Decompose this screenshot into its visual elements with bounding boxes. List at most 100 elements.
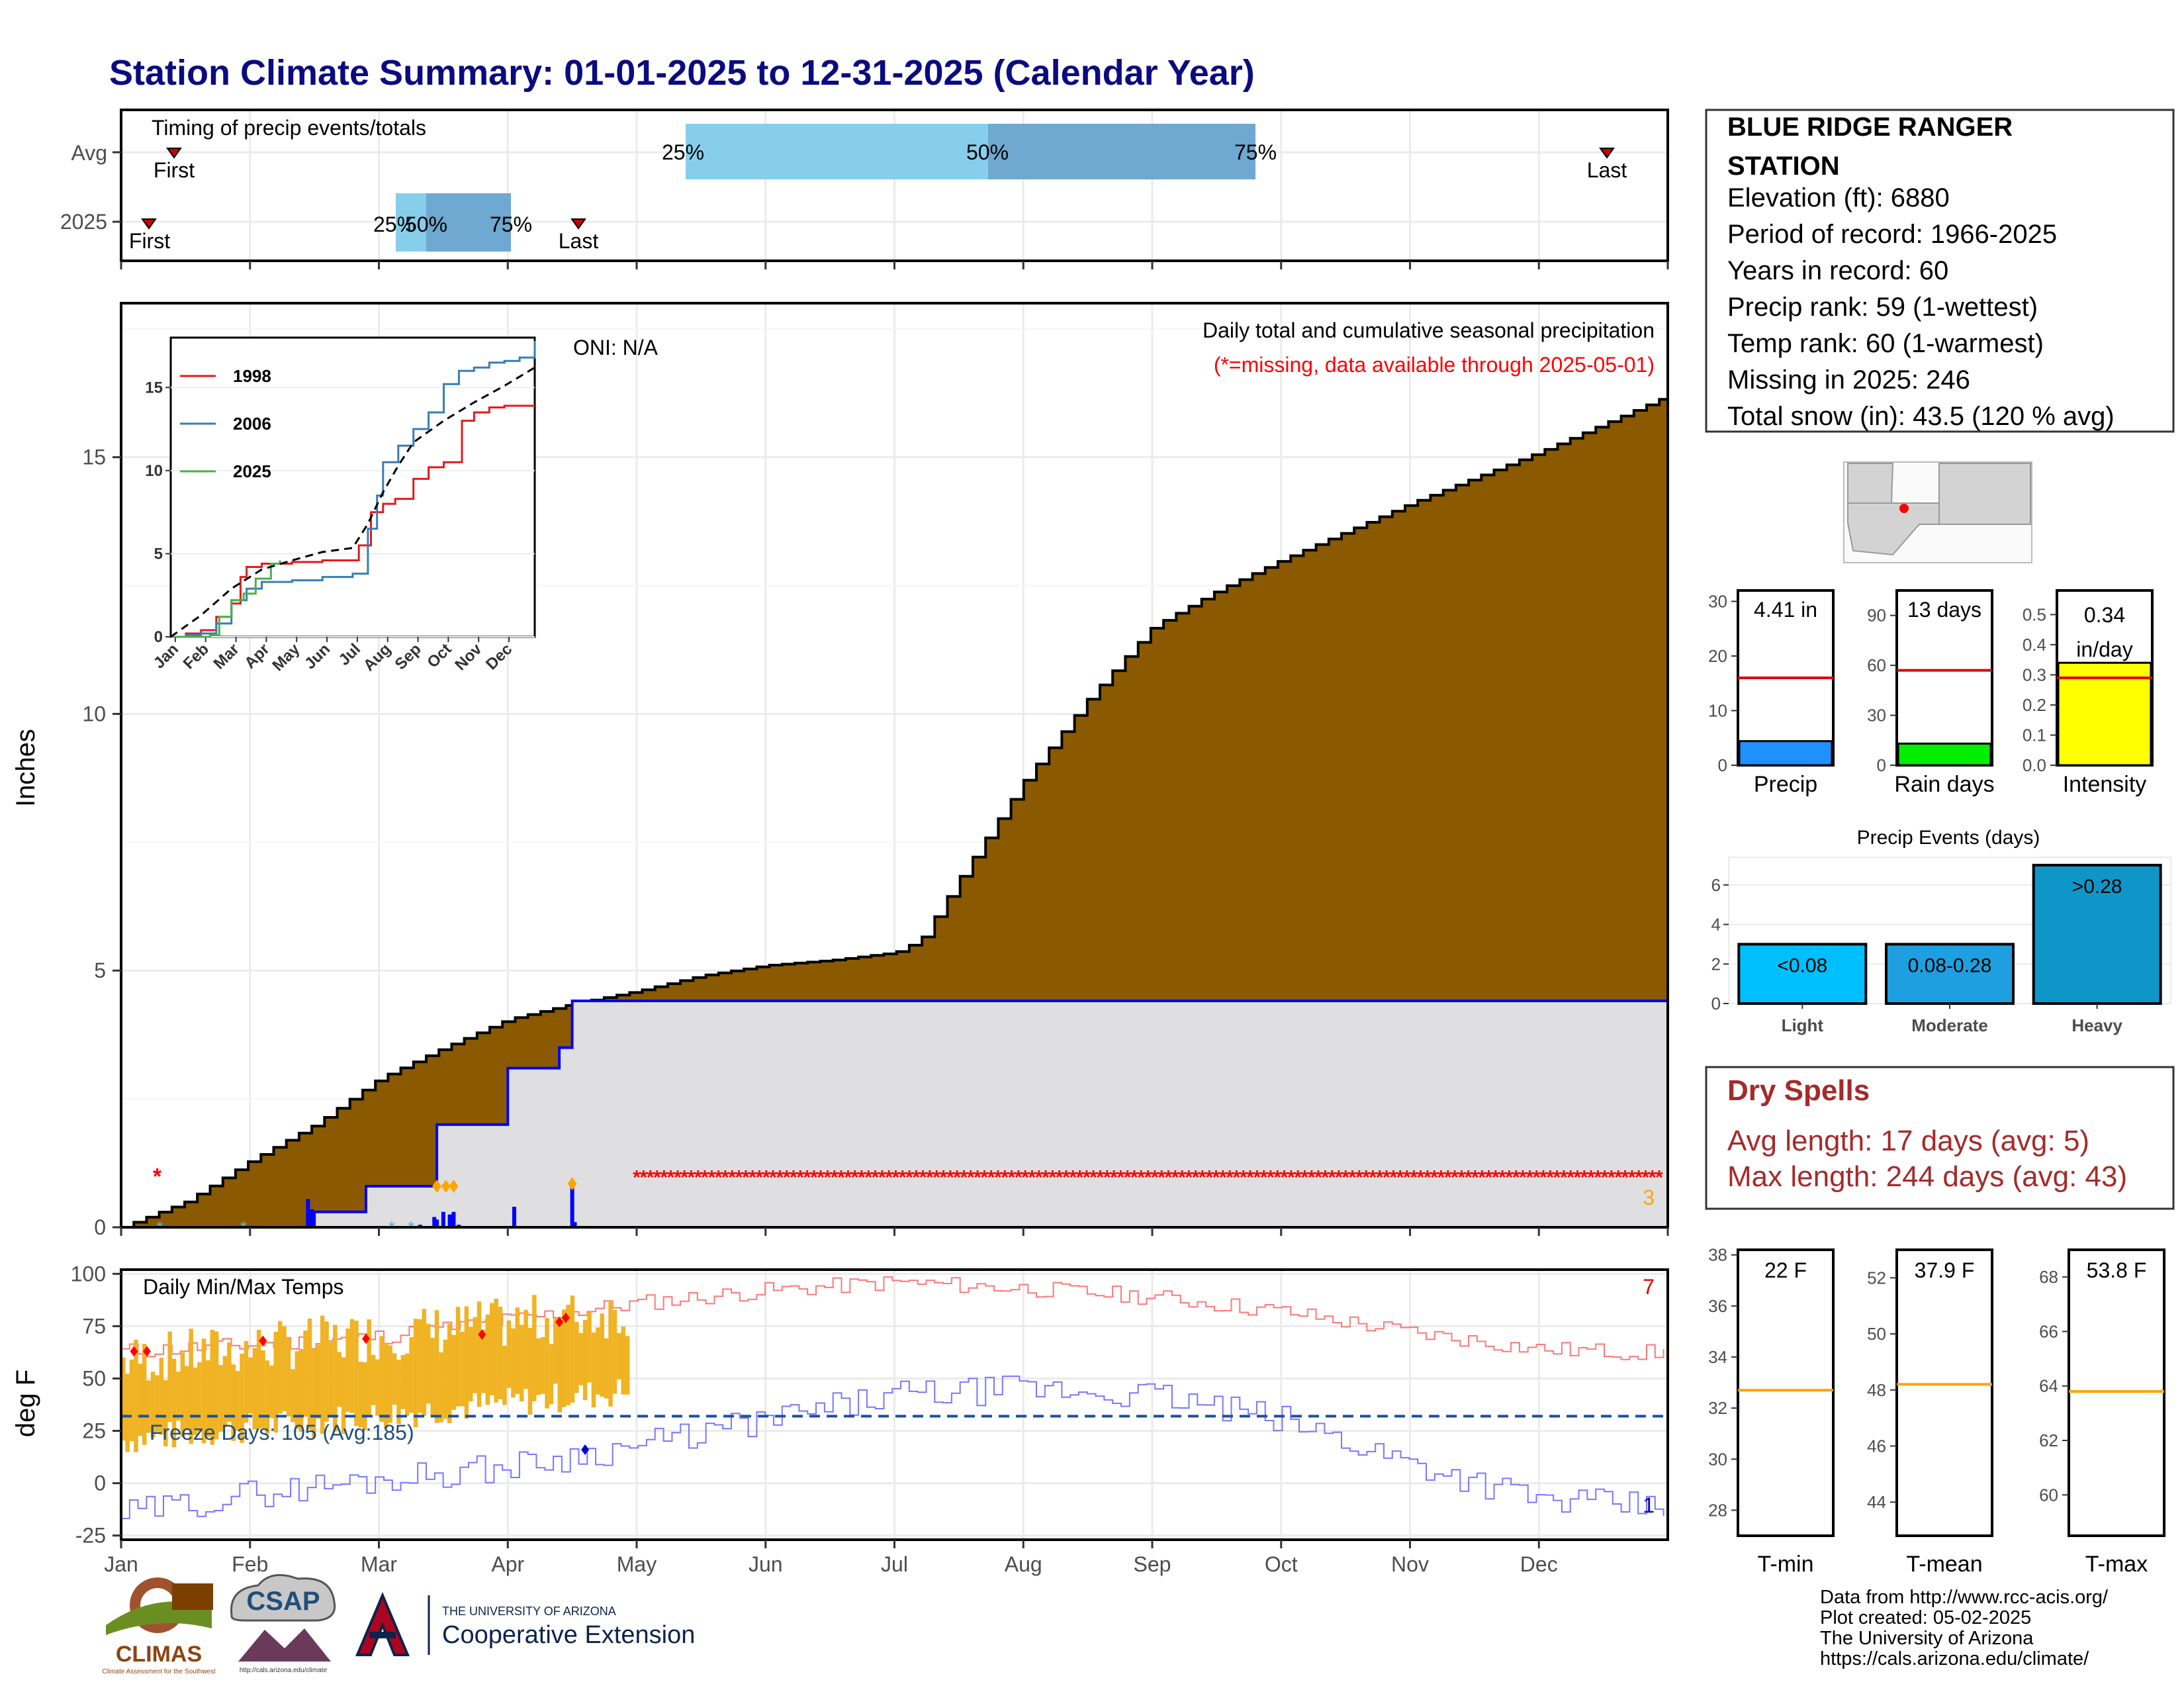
dry-spells-max: Max length: 244 days (avg: 43)	[1727, 1160, 2127, 1193]
daily-precip-bar	[306, 1199, 310, 1227]
missing-marker: *	[721, 1166, 729, 1188]
timing-avg-first-marker	[166, 148, 182, 159]
missing-marker: *	[694, 1166, 702, 1188]
missing-marker: *	[1635, 1166, 1643, 1188]
daily-temp-bar	[248, 1357, 253, 1414]
daily-temp-bar	[418, 1319, 422, 1413]
daily-temp-bar	[307, 1319, 312, 1430]
daily-temp-bar	[447, 1323, 452, 1423]
daily-temp-range-bars	[121, 1295, 630, 1452]
daily-temp-bar	[277, 1321, 283, 1414]
daily-precip-marker	[441, 1179, 451, 1193]
missing-marker: *	[1492, 1166, 1500, 1188]
missing-marker: *	[1506, 1166, 1514, 1188]
timing-2025-25-50-bar	[396, 193, 426, 252]
month-label: Mar	[361, 1552, 397, 1576]
timing-2025-last-marker	[570, 218, 586, 230]
mini-bar-label: Rain days	[1894, 772, 1994, 797]
missing-marker: *	[783, 1166, 791, 1188]
missing-marker: *	[885, 1166, 893, 1188]
mini-bar-frame	[1895, 589, 1993, 767]
daily-temp-bar	[150, 1372, 156, 1438]
events-bar	[1737, 943, 1868, 1005]
oni-label: ONI: N/A	[573, 336, 659, 359]
daily-temp-bar	[206, 1360, 210, 1437]
daily-temp-bar	[337, 1352, 341, 1407]
missing-marker: *	[940, 1166, 948, 1188]
daily-temp-bar	[498, 1307, 503, 1399]
missing-marker: *	[878, 1166, 886, 1188]
temp-ytick-label: -25	[75, 1524, 106, 1548]
mini-bar-value	[1738, 740, 1833, 767]
missing-marker: *	[1103, 1166, 1111, 1188]
mini-bar-ytick-label: 0.5	[2023, 604, 2046, 624]
missing-marker: *	[980, 1166, 988, 1188]
daily-temp-bar	[142, 1344, 147, 1445]
mini-bar-label: Intensity	[2063, 772, 2147, 797]
missing-marker: *	[1035, 1166, 1043, 1188]
events-bar-label: >0.28	[2072, 876, 2122, 898]
missing-marker: *	[1410, 1166, 1418, 1188]
timing-avg-25-50-bar	[686, 124, 988, 179]
station-location-dot	[1899, 504, 1909, 513]
missing-marker: *	[1260, 1166, 1268, 1188]
missing-marker: *	[1124, 1166, 1132, 1188]
station-name-line2: STATION	[1727, 152, 1840, 181]
footer-line: Data from http://www.rcc-acis.org/	[1820, 1587, 2109, 1608]
temp-ytick-label: 100	[71, 1262, 106, 1286]
daily-temp-bar	[384, 1342, 388, 1429]
record-high-marker	[259, 1335, 267, 1346]
daily-temp-bar	[426, 1323, 431, 1404]
temp-bar-chart-t-min: 28 30 32 34 36 38 22 F T-min	[1708, 1245, 1835, 1577]
daily-temp-bar	[155, 1375, 159, 1432]
missing-marker: *	[817, 1166, 825, 1188]
min-record-count: 1	[1643, 1493, 1655, 1517]
daily-temp-bar	[405, 1353, 410, 1416]
timing-avg-75: 75%	[1234, 140, 1277, 164]
temp-bar-ytick-label: 52	[1867, 1268, 1886, 1288]
daily-temp-bar	[612, 1310, 617, 1394]
daily-temp-bar	[439, 1352, 443, 1423]
daily-temp-bar	[451, 1335, 456, 1410]
daily-temp-bar	[146, 1380, 151, 1433]
missing-marker: *	[1471, 1166, 1479, 1188]
timing-2025-last: Last	[559, 229, 599, 253]
daily-temp-bar	[235, 1371, 240, 1431]
events-bar	[2032, 863, 2162, 1005]
inset-ytick-label: 5	[154, 545, 163, 563]
missing-marker: *	[1519, 1166, 1527, 1188]
missing-marker: *	[1587, 1166, 1595, 1188]
inset-ytick-label: 0	[154, 628, 163, 646]
missing-marker: *	[974, 1166, 981, 1188]
daily-temp-bar	[523, 1309, 528, 1389]
missing-marker: *	[1273, 1166, 1281, 1188]
missing-marker: *	[1465, 1166, 1473, 1188]
missing-marker: *	[796, 1166, 804, 1188]
record-high-marker	[130, 1346, 138, 1357]
missing-marker: *	[749, 1166, 756, 1188]
missing-marker: *	[680, 1166, 688, 1188]
month-label: Jul	[881, 1552, 908, 1576]
missing-marker: *	[1021, 1166, 1029, 1188]
missing-marker: *	[831, 1166, 839, 1188]
daily-temp-bar	[240, 1354, 244, 1443]
missing-marker: *	[1424, 1166, 1432, 1188]
daily-temp-bar	[163, 1380, 168, 1446]
mini-bar-chart-precip: 0 10 20 30 4.41 in Precip	[1708, 589, 1835, 797]
daily-temp-bar	[341, 1357, 346, 1434]
daily-temp-bar	[591, 1333, 596, 1408]
missing-marker: *	[1396, 1166, 1404, 1188]
missing-marker: *	[756, 1166, 764, 1188]
locator-map	[1843, 461, 2032, 563]
missing-marker: *	[967, 1166, 975, 1188]
daily-temp-bar	[549, 1344, 554, 1405]
daily-temp-bar	[320, 1315, 325, 1434]
avg-min-temp-line	[121, 1376, 1664, 1519]
dry-spells-box: Dry Spells Avg length: 17 days (avg: 5) …	[1705, 1066, 2175, 1210]
missing-marker: *	[851, 1166, 859, 1188]
daily-temp-bar	[540, 1337, 545, 1394]
inset-legend-label: 2025	[233, 461, 271, 481]
timing-2025-first: First	[129, 229, 170, 253]
daily-temp-bar	[460, 1331, 465, 1407]
missing-marker: *	[1594, 1166, 1602, 1188]
